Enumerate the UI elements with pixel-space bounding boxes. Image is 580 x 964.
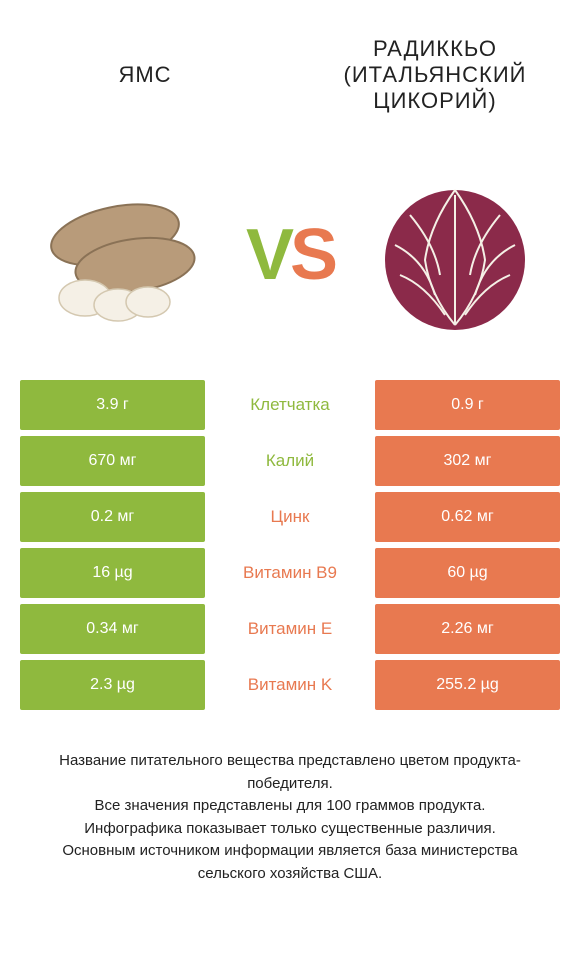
left-value: 0.34 мг xyxy=(20,604,205,654)
right-value: 0.9 г xyxy=(375,380,560,430)
table-row: 0.34 мгВитамин E2.26 мг xyxy=(20,604,560,654)
vs-label: VS xyxy=(246,214,334,296)
right-value: 255.2 µg xyxy=(375,660,560,710)
nutrient-label: Клетчатка xyxy=(205,380,375,430)
yam-icon xyxy=(40,180,210,330)
comparison-table: 3.9 гКлетчатка0.9 г 670 мгКалий302 мг 0.2 … xyxy=(20,380,560,710)
left-value: 670 мг xyxy=(20,436,205,486)
right-title-line2: (ИТАЛЬЯНСКИЙ xyxy=(300,62,570,88)
left-value: 16 µg xyxy=(20,548,205,598)
left-title: ЯМС xyxy=(10,62,280,88)
footer-line4: Основным источником информации является … xyxy=(30,840,550,885)
header-row: ЯМС РАДИККЬО (ИТАЛЬЯНСКИЙ ЦИКОРИЙ) xyxy=(0,0,580,150)
right-title-line1: РАДИККЬО xyxy=(300,36,570,62)
footer-notes: Название питательного вещества представл… xyxy=(30,750,550,885)
footer-line1: Название питательного вещества представл… xyxy=(30,750,550,795)
radicchio-icon xyxy=(370,175,540,335)
images-row: VS xyxy=(0,150,580,360)
nutrient-label: Витамин B9 xyxy=(205,548,375,598)
table-row: 0.2 мгЦинк0.62 мг xyxy=(20,492,560,542)
left-image xyxy=(35,165,215,345)
left-title-col: ЯМС xyxy=(0,62,290,88)
nutrient-label: Цинк xyxy=(205,492,375,542)
table-row: 3.9 гКлетчатка0.9 г xyxy=(20,380,560,430)
nutrient-label: Калий xyxy=(205,436,375,486)
nutrient-label: Витамин K xyxy=(205,660,375,710)
footer-line2: Все значения представлены для 100 граммо… xyxy=(30,795,550,818)
vs-s: S xyxy=(290,214,334,296)
nutrient-label: Витамин E xyxy=(205,604,375,654)
right-value: 2.26 мг xyxy=(375,604,560,654)
right-title-col: РАДИККЬО (ИТАЛЬЯНСКИЙ ЦИКОРИЙ) xyxy=(290,36,580,114)
right-title-line3: ЦИКОРИЙ) xyxy=(300,88,570,114)
left-value: 0.2 мг xyxy=(20,492,205,542)
right-value: 60 µg xyxy=(375,548,560,598)
right-image xyxy=(365,165,545,345)
table-row: 16 µgВитамин B960 µg xyxy=(20,548,560,598)
left-value: 3.9 г xyxy=(20,380,205,430)
right-value: 302 мг xyxy=(375,436,560,486)
right-value: 0.62 мг xyxy=(375,492,560,542)
left-value: 2.3 µg xyxy=(20,660,205,710)
footer-line3: Инфографика показывает только существенн… xyxy=(30,818,550,841)
table-row: 2.3 µgВитамин K255.2 µg xyxy=(20,660,560,710)
vs-v: V xyxy=(246,214,290,296)
table-row: 670 мгКалий302 мг xyxy=(20,436,560,486)
